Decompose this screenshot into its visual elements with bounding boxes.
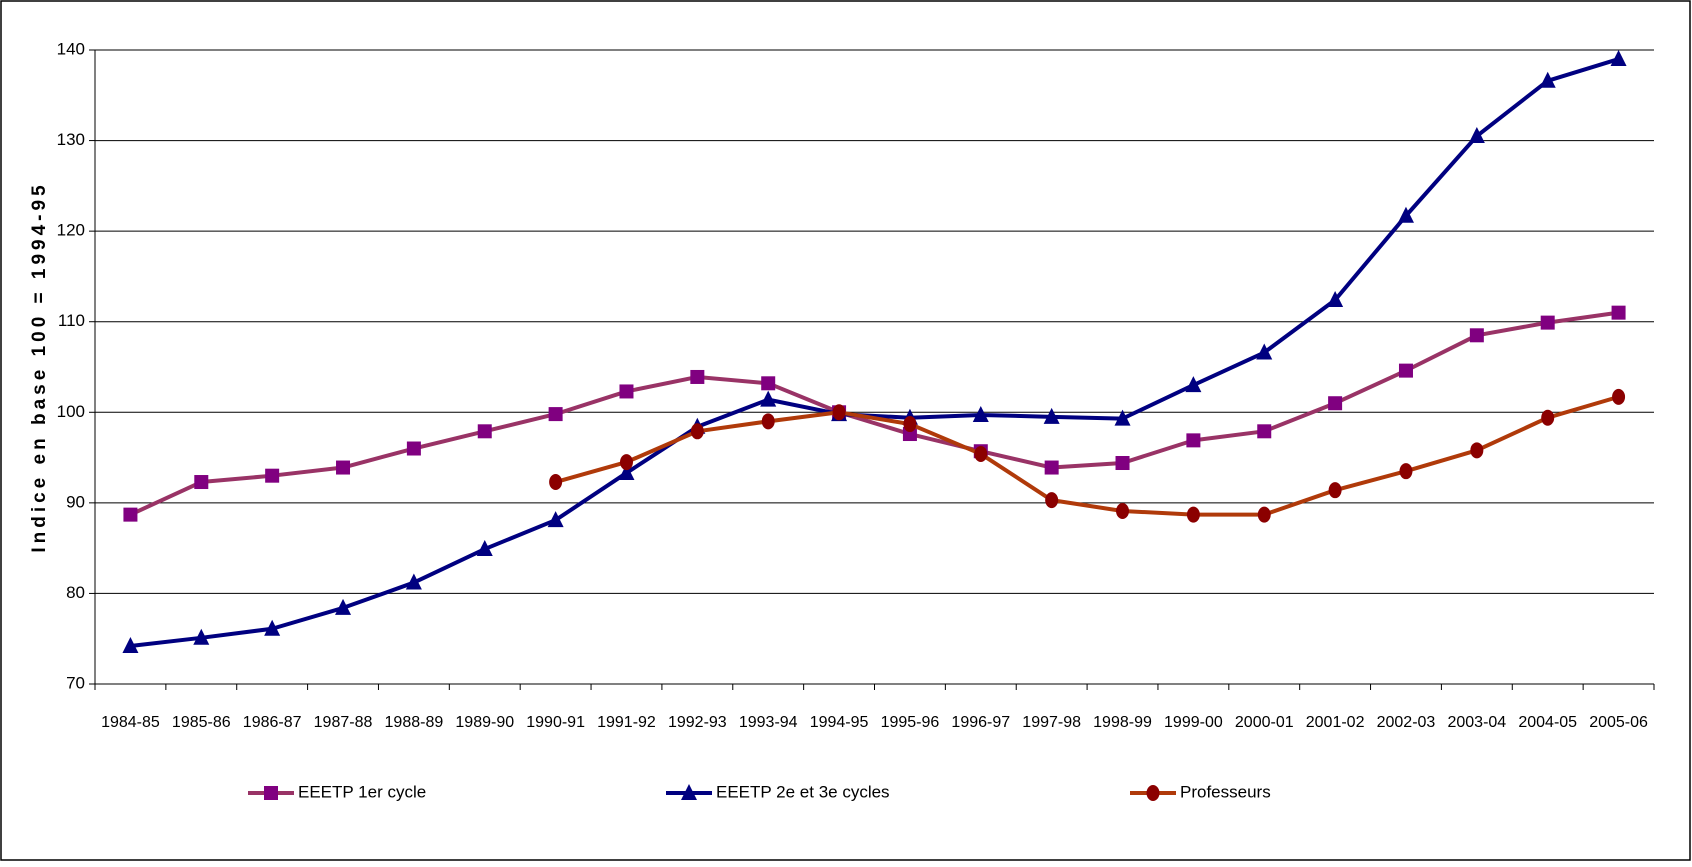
series-line: [129, 310, 1619, 517]
marker: [1115, 456, 1130, 471]
marker: [619, 454, 633, 471]
y-tick-label: 120: [57, 221, 85, 240]
x-tick-label: 1992-93: [668, 714, 727, 731]
marker: [194, 475, 209, 490]
marker: [1470, 442, 1484, 459]
marker: [1116, 503, 1130, 520]
marker: [549, 474, 563, 491]
marker: [1539, 71, 1556, 88]
marker: [265, 468, 280, 483]
marker: [123, 507, 138, 522]
marker: [690, 423, 704, 440]
legend-marker: [1146, 785, 1160, 801]
x-tick-label: 2003-04: [1447, 714, 1506, 731]
marker: [1043, 407, 1060, 424]
marker: [1611, 305, 1626, 320]
marker: [1397, 206, 1414, 223]
marker: [1399, 463, 1413, 480]
marker: [477, 424, 492, 439]
x-tick-label: 2001-02: [1306, 714, 1365, 731]
marker: [1328, 482, 1342, 499]
x-tick-label: 2004-05: [1518, 714, 1577, 731]
marker: [405, 573, 422, 590]
marker: [335, 598, 352, 615]
marker: [1468, 127, 1485, 144]
x-tick-label: 1985-86: [172, 714, 231, 731]
marker: [1257, 424, 1272, 439]
x-tick-label: 1997-98: [1022, 714, 1081, 731]
marker: [690, 369, 705, 384]
marker: [1612, 388, 1626, 405]
marker: [548, 407, 563, 422]
marker: [761, 413, 775, 430]
marker: [264, 619, 281, 636]
marker: [1328, 396, 1343, 411]
marker: [1540, 315, 1555, 330]
series-line: [555, 394, 1620, 517]
x-tick-label: 1998-99: [1093, 714, 1152, 731]
marker: [974, 445, 988, 462]
x-tick-label: 1984-85: [101, 714, 160, 731]
x-tick-label: 1986-87: [243, 714, 302, 731]
y-tick-label: 90: [66, 492, 85, 511]
marker: [1327, 290, 1344, 307]
legend-label: Professeurs: [1180, 782, 1271, 801]
marker: [1114, 409, 1131, 426]
marker: [1045, 492, 1059, 509]
marker: [972, 406, 989, 423]
x-tick-label: 1989-90: [455, 714, 514, 731]
y-axis-title: Indice en base 100 = 1994-95: [29, 181, 50, 552]
marker: [1186, 506, 1200, 523]
marker: [618, 463, 635, 480]
marker: [476, 540, 493, 557]
legend-label: EEETP 1er cycle: [298, 782, 426, 801]
marker: [619, 384, 634, 399]
x-tick-label: 1990-91: [526, 714, 585, 731]
marker: [1398, 363, 1413, 378]
y-tick-label: 80: [66, 583, 85, 602]
marker: [1257, 506, 1271, 523]
x-tick-label: 1996-97: [951, 714, 1010, 731]
x-tick-label: 2002-03: [1377, 714, 1436, 731]
y-tick-label: 110: [58, 311, 85, 330]
y-tick-label: 100: [57, 402, 85, 421]
marker: [903, 416, 917, 433]
marker: [193, 628, 210, 645]
marker: [1044, 460, 1059, 475]
marker: [1186, 433, 1201, 448]
x-tick-label: 2005-06: [1589, 714, 1648, 731]
marker: [1256, 343, 1273, 360]
marker: [832, 404, 846, 421]
y-tick-label: 70: [66, 673, 85, 692]
marker: [1185, 376, 1202, 393]
legend-marker: [681, 784, 697, 800]
marker: [1610, 50, 1627, 67]
y-tick-label: 140: [57, 39, 85, 58]
marker: [547, 511, 564, 528]
y-tick-label: 130: [57, 130, 85, 149]
marker: [406, 441, 421, 456]
marker: [1469, 328, 1484, 343]
legend-marker: [264, 786, 278, 800]
marker: [760, 390, 777, 407]
x-tick-label: 1999-00: [1164, 714, 1223, 731]
x-tick-label: 1995-96: [881, 714, 940, 731]
marker: [336, 460, 351, 475]
x-tick-label: 1991-92: [597, 714, 656, 731]
series-line: [130, 57, 1620, 648]
marker: [761, 376, 776, 391]
x-tick-label: 2000-01: [1235, 714, 1294, 731]
legend-label: EEETP 2e et 3e cycles: [716, 782, 890, 801]
x-tick-label: 1994-95: [810, 714, 869, 731]
marker: [122, 636, 139, 653]
x-tick-label: 1993-94: [739, 714, 798, 731]
x-tick-label: 1988-89: [385, 714, 444, 731]
marker: [1541, 409, 1555, 426]
x-tick-label: 1987-88: [314, 714, 373, 731]
